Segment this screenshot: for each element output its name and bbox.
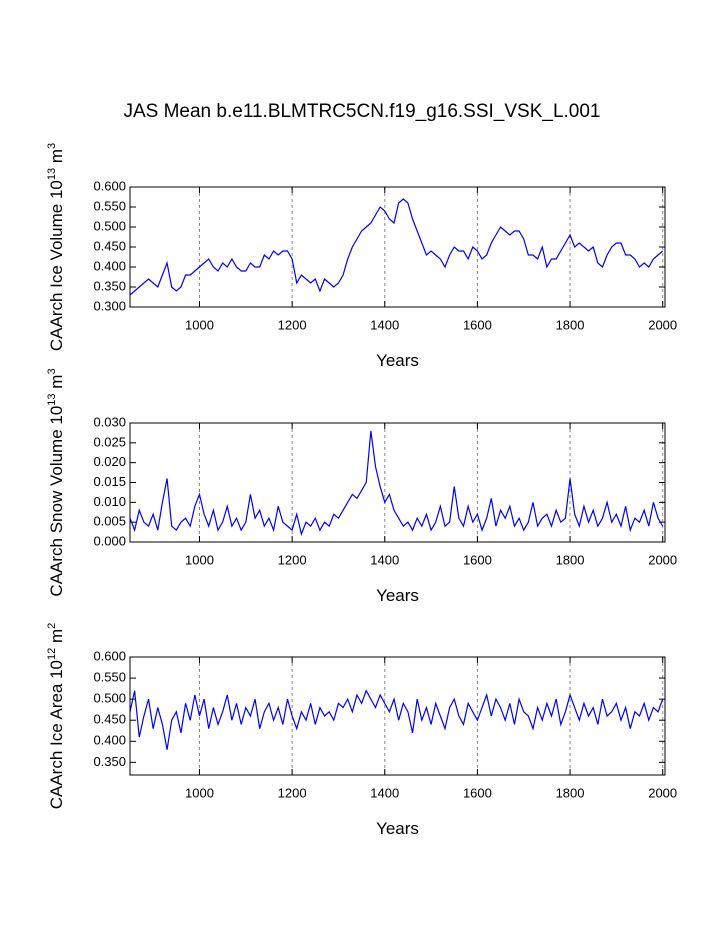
y-tick-label: 0.450 — [93, 238, 126, 253]
y-tick-label: 0.030 — [93, 414, 126, 429]
x-tick-label: 2000 — [648, 785, 677, 800]
y-label-exp: 13 — [46, 393, 58, 405]
x-tick-label: 1000 — [185, 785, 214, 800]
x-axis-label: Years — [376, 351, 419, 370]
x-tick-label: 1200 — [278, 785, 307, 800]
x-tick-label: 1200 — [278, 317, 307, 332]
y-tick-label: 0.500 — [93, 691, 126, 706]
x-axis-label: Years — [376, 819, 419, 838]
y-label-unit: m — [47, 375, 66, 394]
x-tick-label: 1600 — [463, 785, 492, 800]
y-tick-label: 0.015 — [93, 474, 126, 489]
plot-frame — [129, 186, 666, 308]
chart-title: JAS Mean b.e11.BLMTRC5CN.f19_g16.SSI_VSK… — [123, 101, 600, 122]
x-tick-label: 1000 — [185, 552, 214, 567]
y-axis-label: CAArch Snow Volume 1013 m3 — [46, 368, 66, 596]
x-tick-label: 1400 — [370, 552, 399, 567]
x-axis-label: Years — [376, 586, 419, 605]
y-label-unit: m — [47, 629, 66, 648]
y-tick-label: 0.550 — [93, 198, 126, 213]
y-tick-label: 0.600 — [93, 178, 126, 193]
y-tick-label: 0.600 — [93, 648, 126, 663]
y-tick-label: 0.010 — [93, 494, 126, 509]
y-label-text: CAArch Ice Area 10 — [47, 660, 66, 809]
y-tick-label: 0.020 — [93, 454, 126, 469]
x-tick-label: 1600 — [463, 317, 492, 332]
y-tick-label: 0.400 — [93, 733, 126, 748]
x-tick-label: 1800 — [556, 552, 585, 567]
x-tick-label: 1400 — [370, 317, 399, 332]
y-label-text: CAArch Snow Volume 10 — [47, 406, 66, 597]
y-label-unit: m — [47, 149, 66, 168]
y-label-unit-exp: 2 — [46, 623, 58, 629]
y-tick-label: 0.025 — [93, 434, 126, 449]
y-label-text: CAArch Ice Volume 10 — [47, 180, 66, 351]
x-tick-label: 1400 — [370, 785, 399, 800]
x-tick-label: 1600 — [463, 552, 492, 567]
x-tick-label: 2000 — [648, 552, 677, 567]
y-tick-label: 0.500 — [93, 218, 126, 233]
y-label-unit-exp: 3 — [46, 143, 58, 149]
y-tick-label: 0.300 — [93, 298, 126, 313]
y-label-exp: 13 — [46, 168, 58, 180]
x-tick-label: 1000 — [185, 317, 214, 332]
y-tick-label: 0.400 — [93, 258, 126, 273]
plot-frame — [129, 422, 666, 543]
x-tick-label: 1200 — [278, 552, 307, 567]
y-tick-label: 0.350 — [93, 754, 126, 769]
x-tick-label: 2000 — [648, 317, 677, 332]
y-label-unit-exp: 3 — [46, 368, 58, 374]
x-tick-label: 1800 — [556, 317, 585, 332]
data-line — [129, 198, 664, 296]
y-tick-label: 0.550 — [93, 670, 126, 685]
y-tick-label: 0.000 — [93, 533, 126, 548]
y-axis-label: CAArch Ice Volume 1013 m3 — [46, 143, 66, 351]
y-label-exp: 12 — [46, 648, 58, 660]
y-axis-label: CAArch Ice Area 1012 m2 — [46, 623, 66, 810]
y-tick-label: 0.450 — [93, 712, 126, 727]
data-line — [129, 430, 664, 537]
x-tick-label: 1800 — [556, 785, 585, 800]
y-tick-label: 0.005 — [93, 514, 126, 529]
plot-frame — [129, 656, 666, 776]
y-tick-label: 0.350 — [93, 278, 126, 293]
data-line — [129, 689, 664, 750]
